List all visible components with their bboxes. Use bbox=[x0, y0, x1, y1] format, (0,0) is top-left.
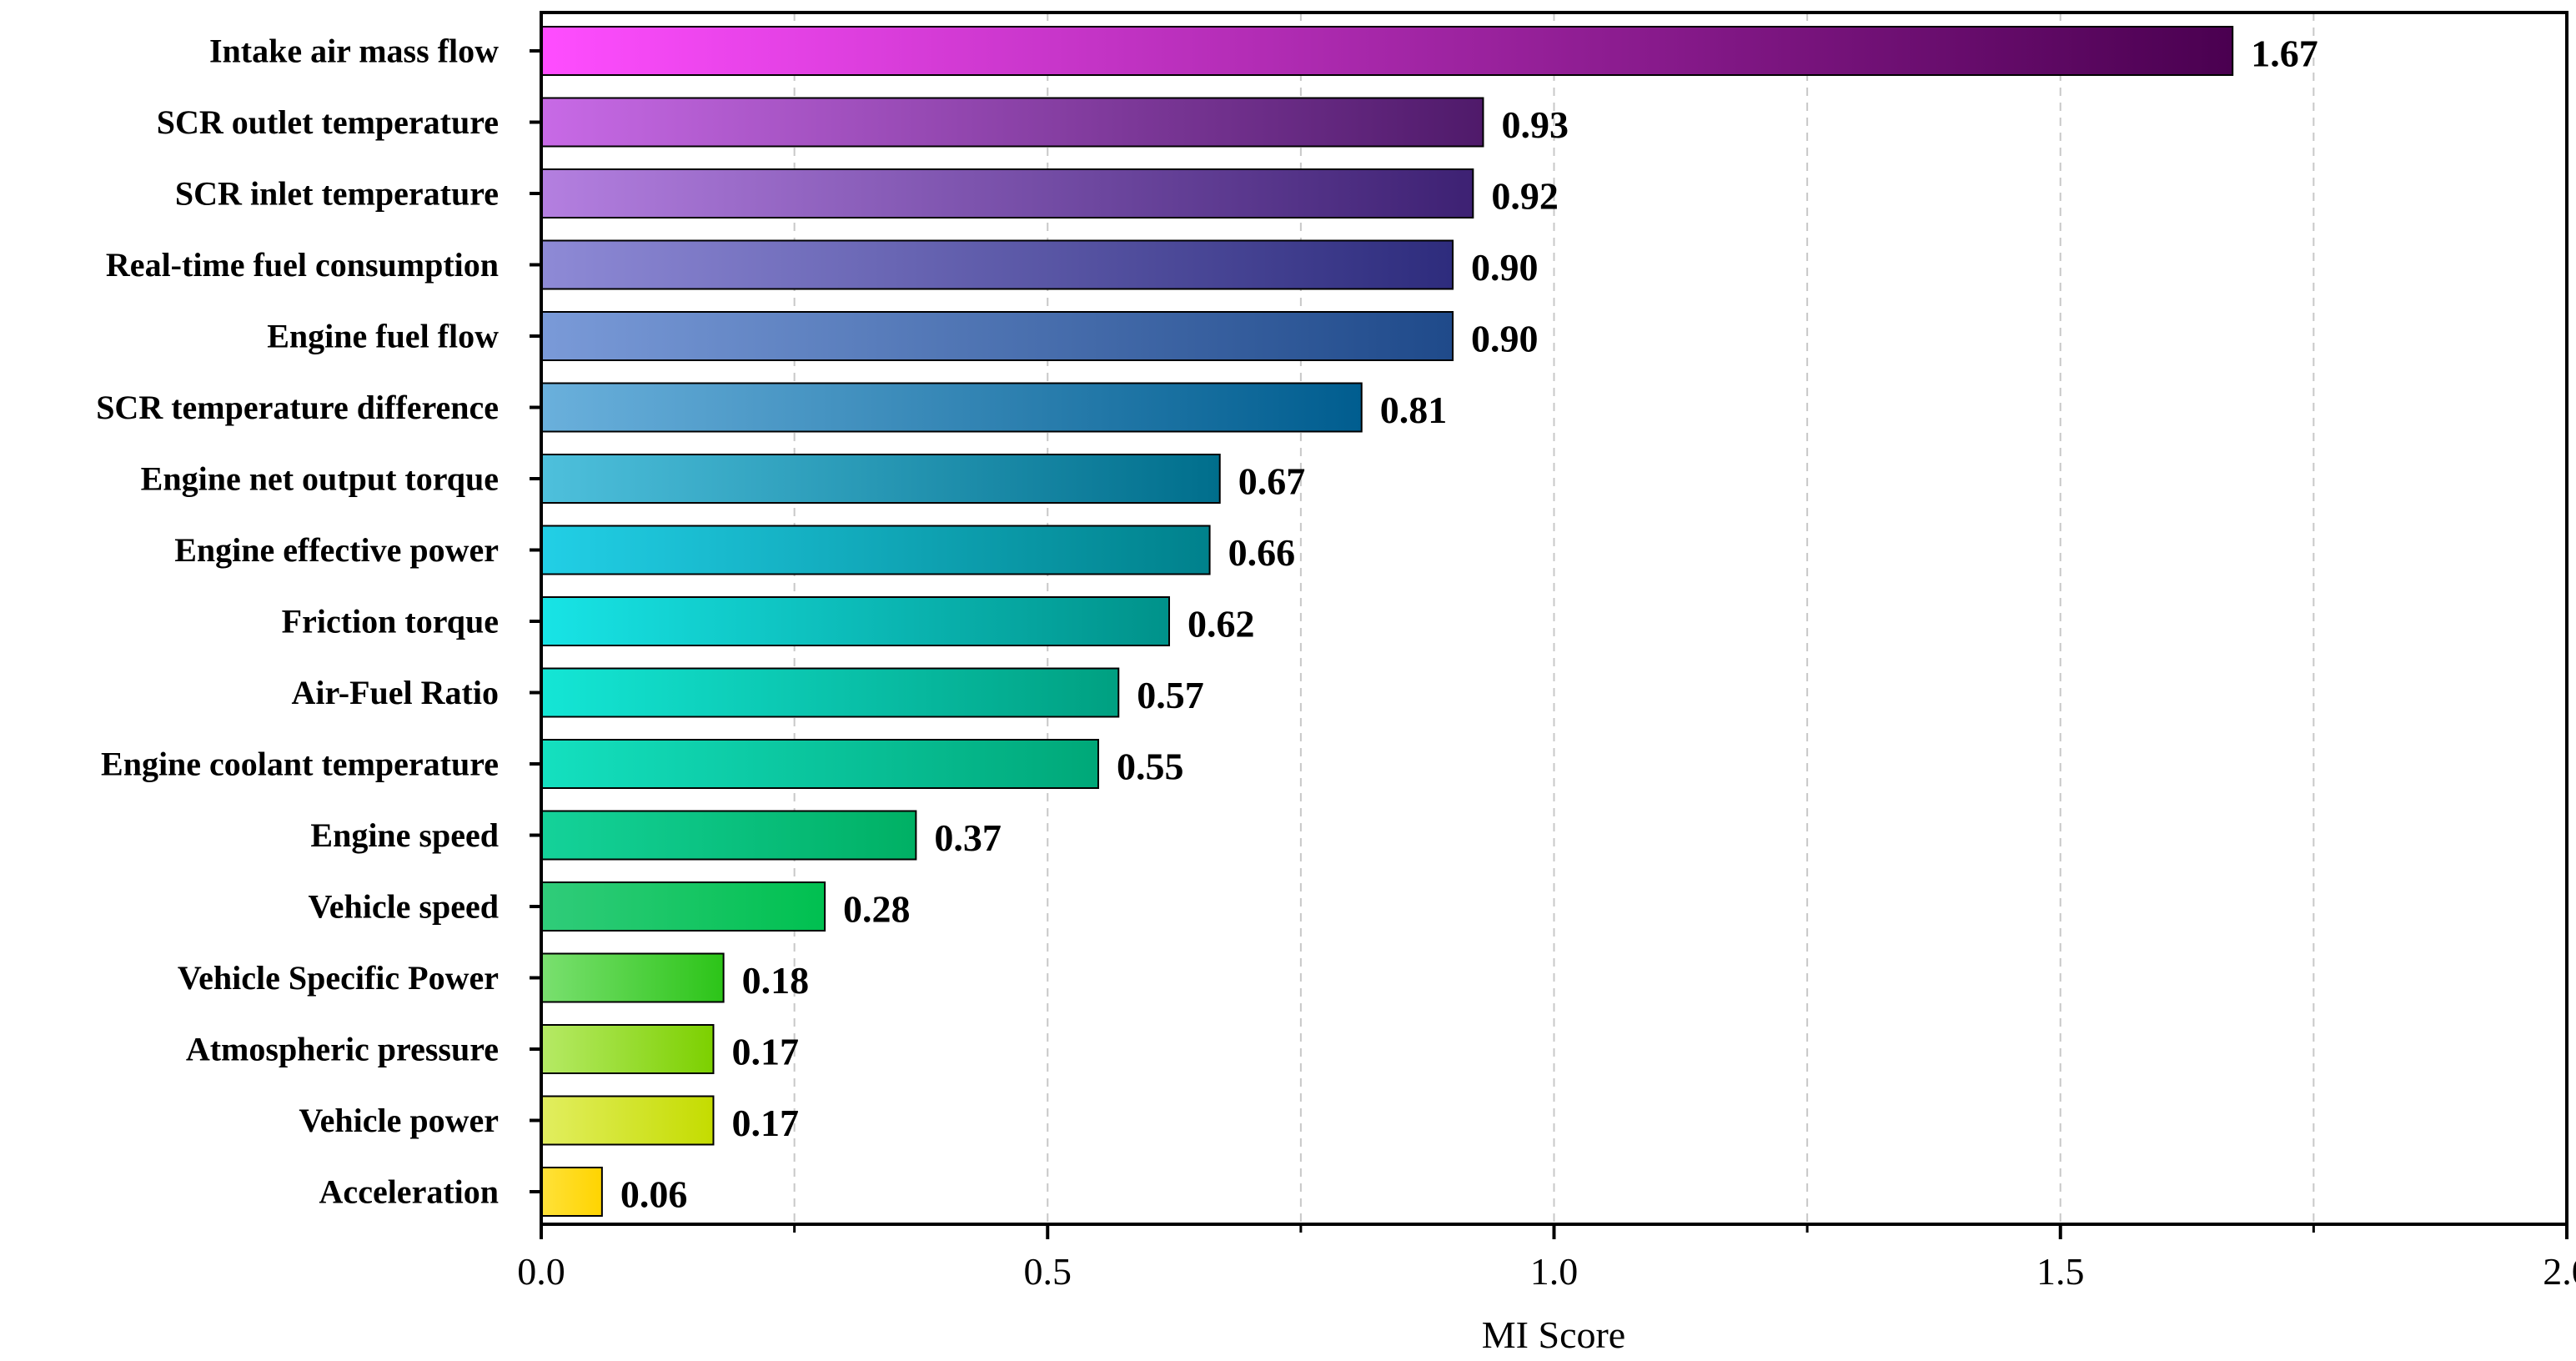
value-label: 0.67 bbox=[1238, 460, 1306, 503]
value-label: 0.92 bbox=[1491, 175, 1559, 218]
category-label: Engine speed bbox=[310, 816, 499, 854]
value-label: 0.90 bbox=[1471, 318, 1539, 360]
bar bbox=[540, 239, 1454, 290]
bar bbox=[540, 1095, 715, 1146]
category-label: Vehicle Specific Power bbox=[178, 959, 499, 997]
value-label: 0.62 bbox=[1188, 603, 1255, 645]
x-tick-label: 1.5 bbox=[2036, 1250, 2085, 1293]
value-label: 0.28 bbox=[843, 888, 911, 931]
category-label: Engine coolant temperature bbox=[101, 746, 499, 783]
bar bbox=[540, 26, 2234, 76]
x-tick-label: 0.0 bbox=[517, 1250, 565, 1293]
value-label: 0.37 bbox=[934, 816, 1002, 859]
bar bbox=[540, 97, 1484, 148]
category-label: Intake air mass flow bbox=[209, 33, 499, 70]
bar bbox=[540, 1167, 603, 1217]
x-tick-label: 1.0 bbox=[1530, 1250, 1579, 1293]
bar bbox=[540, 168, 1474, 218]
value-label: 0.81 bbox=[1380, 389, 1448, 431]
axes: Intake air mass flow SCR outlet temperatu… bbox=[96, 33, 2576, 1293]
bar bbox=[540, 667, 1120, 718]
category-label: Atmospheric pressure bbox=[186, 1031, 499, 1068]
category-label: Real-time fuel consumption bbox=[106, 246, 499, 284]
value-label: 0.66 bbox=[1228, 531, 1296, 574]
value-label: 0.18 bbox=[742, 959, 810, 1002]
x-tick-label: 0.5 bbox=[1024, 1250, 1072, 1293]
category-label: Vehicle power bbox=[299, 1102, 499, 1139]
category-label: Engine net output torque bbox=[141, 460, 499, 498]
category-label: Acceleration bbox=[319, 1173, 499, 1211]
category-label: SCR outlet temperature bbox=[157, 103, 499, 141]
value-label: 0.06 bbox=[620, 1173, 688, 1216]
bar bbox=[540, 454, 1221, 504]
bar bbox=[540, 382, 1363, 433]
bar bbox=[540, 810, 917, 861]
bar bbox=[540, 952, 725, 1003]
bars: 1.67 0.93 0.92 0.90 0.90 0.81 0.67 0.66 0.62 0.57… bbox=[540, 26, 2318, 1217]
bar bbox=[540, 525, 1211, 575]
value-label: 0.93 bbox=[1501, 103, 1569, 146]
value-label: 1.67 bbox=[2251, 33, 2318, 75]
category-label: Air-Fuel Ratio bbox=[292, 674, 499, 711]
value-label: 0.55 bbox=[1117, 746, 1184, 788]
bar bbox=[540, 881, 826, 932]
category-label: SCR inlet temperature bbox=[175, 175, 499, 213]
value-label: 0.57 bbox=[1137, 674, 1204, 716]
bar bbox=[540, 1024, 715, 1074]
bar bbox=[540, 739, 1099, 789]
bar bbox=[540, 311, 1454, 361]
value-label: 0.90 bbox=[1471, 246, 1539, 289]
x-tick-label: 2.0 bbox=[2543, 1250, 2576, 1293]
category-label: SCR temperature difference bbox=[96, 389, 499, 426]
bar bbox=[540, 596, 1170, 646]
category-label: Friction torque bbox=[282, 603, 499, 640]
category-label: Engine effective power bbox=[174, 531, 499, 569]
category-label: Engine fuel flow bbox=[267, 318, 499, 355]
category-label: Vehicle speed bbox=[308, 888, 499, 926]
value-label: 0.17 bbox=[731, 1031, 799, 1073]
x-axis-title: MI Score bbox=[1482, 1313, 1625, 1356]
value-label: 0.17 bbox=[731, 1102, 799, 1144]
